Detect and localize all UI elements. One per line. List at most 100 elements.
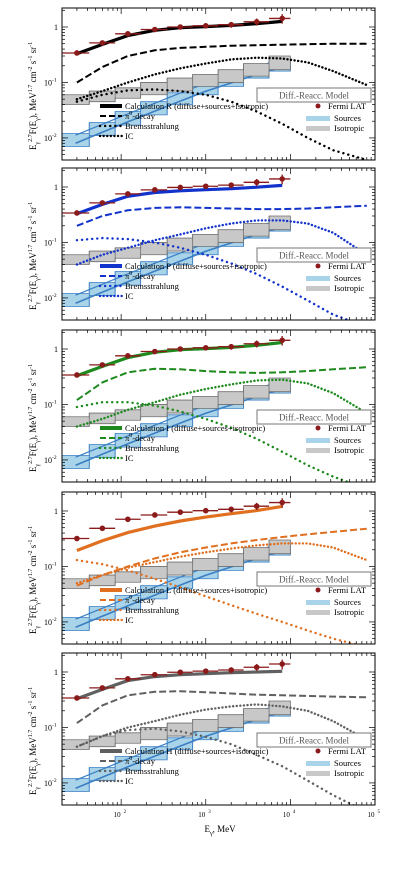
- y-axis-label-part: γ: [35, 118, 41, 122]
- y-axis-label-part: ), MeV: [28, 576, 38, 602]
- fermi-point: [177, 346, 184, 352]
- legend-pi0: π0-decay: [125, 595, 156, 605]
- sources-curve: [75, 67, 280, 144]
- y-axis-label-part: ), MeV: [28, 737, 38, 763]
- isotropic-band: [62, 539, 291, 589]
- legend-isotropic: Isotropic: [334, 607, 364, 617]
- model-label: Diff.-Reacc. Model: [279, 736, 350, 746]
- y-axis-label-part: ), MeV: [28, 92, 38, 118]
- y-tick-exponent: -1: [52, 399, 57, 405]
- fermi-point: [125, 675, 131, 682]
- y-axis-label-part: 1.7: [28, 245, 34, 253]
- x-tick-exponent: 5: [378, 810, 381, 815]
- y-axis-label-part: F(E: [28, 604, 38, 618]
- fermi-point: [177, 509, 184, 515]
- ic-line: [75, 56, 368, 101]
- sources-curve: [75, 389, 280, 466]
- legend-pi0-part: π: [125, 433, 130, 443]
- y-axis-label: Eγ2.7F(Eγ), MeV1.7 cm-2 s-1 sr-1: [28, 202, 41, 310]
- legend-swatch-sources: [306, 116, 330, 121]
- y-axis-label-part: sr: [28, 531, 38, 540]
- y-axis-label-part: -2: [28, 550, 34, 555]
- y-axis-label-part: ), MeV: [28, 414, 38, 440]
- legend-ic: IC: [125, 615, 134, 625]
- fermi-point: [253, 19, 260, 25]
- legend-isotropic: Isotropic: [334, 768, 364, 778]
- legend-fermi: Fermi LAT: [328, 423, 367, 433]
- x-tick-label: 10: [198, 811, 206, 819]
- y-axis-label-part: cm: [28, 555, 38, 568]
- legend-calc: Calculation L (diffuse+sources+isotropic…: [125, 585, 267, 595]
- y-tick-exponent: -2: [52, 455, 57, 461]
- legend-calc: Calculation R (diffuse+sources+isotropic…: [125, 101, 268, 111]
- fermi-point: [279, 176, 285, 182]
- x-tick-exponent: 3: [208, 810, 211, 815]
- y-tick-label: 1: [54, 183, 58, 192]
- legend-swatch-fermi: [315, 587, 321, 593]
- legend-pi0-part: 0: [129, 595, 132, 601]
- legend-swatch-sources: [306, 761, 330, 766]
- fermi-point: [228, 21, 235, 28]
- legend-pi0-part: 0: [129, 756, 132, 762]
- legend-calc: Calculation H (diffuse+sources+isotropic…: [125, 746, 269, 756]
- isotropic-band: [62, 377, 291, 427]
- legend-brems: Bremsstrahlung: [125, 281, 180, 291]
- y-tick-exponent: -1: [52, 77, 57, 83]
- model-box: [256, 409, 372, 425]
- y-tick-exponent: -1: [52, 561, 57, 567]
- y-axis-label-part: E: [28, 628, 38, 634]
- total-line: [76, 504, 283, 552]
- legend-fermi: Fermi LAT: [328, 261, 367, 271]
- legend-pi0-part: -decay: [132, 111, 155, 121]
- y-axis-label-part: -1: [28, 687, 34, 692]
- fermi-point: [125, 30, 131, 37]
- legend-fermi: Fermi LAT: [328, 101, 367, 111]
- y-tick-label: 1: [54, 507, 58, 516]
- fermi-point: [74, 695, 80, 701]
- total-line: [76, 183, 283, 216]
- fermi-point: [228, 343, 235, 350]
- pi0-decay-line: [76, 204, 367, 227]
- y-axis-label-part: 1.7: [28, 407, 34, 415]
- fermi-point: [202, 507, 209, 514]
- y-tick-label: 10: [44, 134, 52, 143]
- y-axis-label-part: E: [28, 466, 38, 472]
- plot-frame: [61, 652, 376, 806]
- legend: Calculation I (diffuse+sources+isotropic…: [98, 423, 367, 463]
- legend-pi0-part: 0: [129, 111, 132, 117]
- y-axis-label-part: cm: [28, 393, 38, 406]
- y-axis-label-part: 2.7: [28, 134, 34, 142]
- y-axis-label-part: γ: [35, 440, 41, 444]
- legend-pi0-part: -decay: [132, 595, 155, 605]
- fermi-point: [202, 23, 209, 29]
- fermi-point: [152, 512, 158, 518]
- legend-swatch-fermi: [315, 748, 321, 754]
- y-axis-label-part: sr: [28, 47, 38, 56]
- fermi-point: [253, 664, 260, 671]
- fermi-point: [228, 506, 235, 513]
- y-axis-label-part: γ: [35, 626, 41, 630]
- fermi-point: [125, 516, 131, 523]
- y-axis-label: Eγ2.7F(Eγ), MeV1.7 cm-2 s-1 sr-1: [28, 526, 41, 634]
- isotropic-band: [62, 700, 291, 750]
- y-axis-label-part: F(E: [28, 280, 38, 294]
- x-axis-label-part: E: [205, 824, 211, 834]
- y-tick-label: 10: [44, 400, 52, 409]
- y-axis-label: Eγ2.7F(Eγ), MeV1.7 cm-2 s-1 sr-1: [28, 42, 41, 150]
- y-tick-label: 10: [44, 456, 52, 465]
- y-tick-label: 1: [54, 345, 58, 354]
- y-axis-label-part: -1: [28, 216, 34, 221]
- y-axis-label-part: -2: [28, 388, 34, 393]
- legend-calc: Calculation P (diffuse+sources+isotropic…: [125, 261, 267, 271]
- legend-fermi: Fermi LAT: [328, 585, 367, 595]
- legend-swatch-fermi: [315, 425, 321, 431]
- fermi-point: [279, 15, 285, 22]
- legend-isotropic: Isotropic: [334, 123, 364, 133]
- y-axis-label: Eγ2.7F(Eγ), MeV1.7 cm-2 s-1 sr-1: [28, 364, 41, 472]
- y-tick-label: 10: [44, 723, 52, 732]
- plot-frame: [61, 329, 376, 483]
- sources-curve: [75, 227, 280, 304]
- fermi-point: [253, 503, 260, 510]
- fermi-point: [99, 685, 106, 691]
